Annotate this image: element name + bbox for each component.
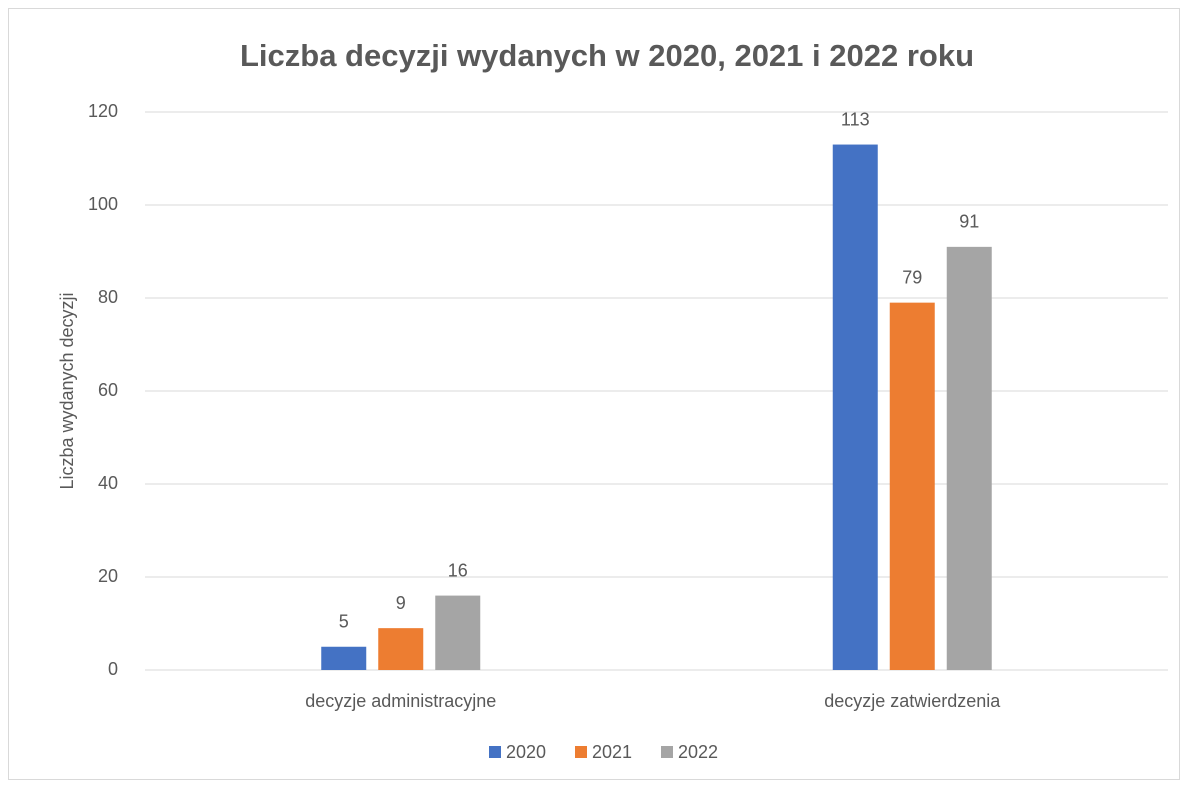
chart-title: Liczba decyzji wydanych w 2020, 2021 i 2… bbox=[240, 38, 974, 73]
y-tick-label: 40 bbox=[98, 473, 118, 493]
legend-label: 2020 bbox=[506, 742, 546, 762]
bar bbox=[946, 246, 992, 670]
legend-swatch bbox=[661, 746, 673, 758]
legend-swatch bbox=[575, 746, 587, 758]
y-tick-label: 80 bbox=[98, 287, 118, 307]
y-tick-label: 60 bbox=[98, 380, 118, 400]
data-label: 113 bbox=[841, 109, 870, 129]
bar bbox=[435, 595, 481, 670]
y-tick-label: 0 bbox=[108, 659, 118, 679]
data-label: 16 bbox=[448, 560, 468, 580]
legend-swatch bbox=[489, 746, 501, 758]
y-tick-label: 120 bbox=[88, 101, 118, 121]
y-tick-label: 100 bbox=[88, 194, 118, 214]
data-label: 91 bbox=[959, 212, 979, 232]
bar bbox=[889, 302, 935, 670]
bar bbox=[321, 646, 367, 670]
x-tick-label: decyzje zatwierdzenia bbox=[824, 691, 1001, 711]
bar bbox=[378, 628, 424, 670]
data-label: 9 bbox=[396, 593, 406, 613]
legend-label: 2021 bbox=[592, 742, 632, 762]
legend-label: 2022 bbox=[678, 742, 718, 762]
data-label: 5 bbox=[339, 612, 349, 632]
y-tick-label: 20 bbox=[98, 566, 118, 586]
bar bbox=[832, 144, 878, 671]
y-axis-label: Liczba wydanych decyzji bbox=[57, 292, 77, 489]
chart-border bbox=[8, 8, 1180, 780]
data-label: 79 bbox=[902, 267, 922, 287]
x-tick-label: decyzje administracyjne bbox=[305, 691, 496, 711]
